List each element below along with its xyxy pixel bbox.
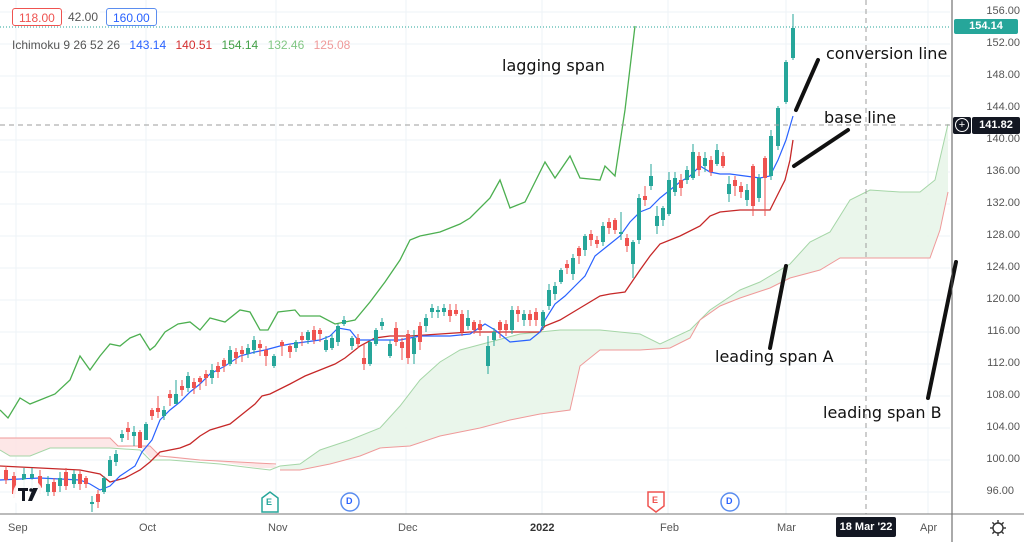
event-label-e2: E [652, 495, 659, 505]
tradingview-logo[interactable] [13, 479, 43, 509]
annotation-pointers [768, 58, 958, 400]
leading-span-b-early [0, 437, 277, 465]
annotation-conversion-line: conversion line [826, 44, 948, 63]
price-tick: 108.00 [986, 389, 1020, 401]
leading-span-a-line [279, 123, 949, 467]
base-value: 140.51 [175, 38, 213, 52]
price-tick: 140.00 [986, 133, 1020, 145]
candlesticks [4, 14, 795, 512]
time-label-oct: Oct [139, 522, 157, 534]
crosshair-date-tag: 18 Mar '22 [836, 517, 896, 537]
event-marker-dividend-feb[interactable] [720, 492, 740, 512]
price-tick: 96.00 [986, 485, 1014, 497]
annotation-lagging-span: lagging span [502, 56, 605, 75]
annotation-leading-span-a: leading span A [715, 347, 834, 366]
span-b-value: 125.08 [313, 38, 351, 52]
range-high-box[interactable]: 160.00 [106, 8, 157, 26]
span-a-value: 132.46 [267, 38, 305, 52]
range-low-box[interactable]: 118.00 [12, 8, 62, 26]
price-tick: 128.00 [986, 229, 1020, 241]
event-marker-earnings-jan[interactable] [647, 491, 665, 513]
time-label-mar: Mar [777, 522, 796, 534]
lagging-value: 154.14 [221, 38, 259, 52]
last-price-tag: 154.14 [954, 19, 1018, 34]
vertical-gridlines [15, 0, 929, 514]
conversion-value: 143.14 [129, 38, 167, 52]
crosshair-price-tag: 141.82 [972, 117, 1020, 134]
price-tick: 152.00 [986, 37, 1020, 49]
event-label-d2: D [726, 496, 733, 506]
price-tick: 132.00 [986, 197, 1020, 209]
range-mid-value: 42.00 [66, 8, 101, 26]
price-tick: 104.00 [986, 421, 1020, 433]
price-tick: 144.00 [986, 101, 1020, 113]
time-label-dec: Dec [398, 522, 418, 534]
time-label-nov: Nov [268, 522, 288, 534]
time-label-feb: Feb [660, 522, 679, 534]
annotation-leading-span-b: leading span B [823, 403, 942, 422]
event-marker-dividend-nov[interactable] [340, 492, 360, 512]
time-label-sep: Sep [8, 522, 28, 534]
price-tick: 100.00 [986, 453, 1020, 465]
base-line [0, 139, 794, 483]
annotation-base-line: base line [824, 108, 897, 127]
indicator-name: Ichimoku 9 26 52 26 [12, 38, 121, 52]
price-tick: 116.00 [987, 325, 1020, 337]
cloud-bearish-fill [0, 438, 276, 468]
cloud-bullish-fill [280, 124, 948, 470]
plus-circle-icon: + [955, 118, 969, 132]
leading-span-b-line [280, 191, 949, 471]
crosshair-add-button[interactable]: + [953, 117, 971, 134]
price-tick: 124.00 [986, 261, 1020, 273]
leading-span-a-early [0, 447, 281, 471]
lagging-span-line [0, 25, 636, 420]
ichimoku-legend[interactable]: Ichimoku 9 26 52 26 143.14 140.51 154.14… [12, 38, 356, 52]
time-label-apr: Apr [920, 522, 938, 534]
price-tick: 112.00 [987, 357, 1020, 369]
settings-gear-icon[interactable] [990, 520, 1006, 536]
price-tick: 136.00 [986, 165, 1020, 177]
event-marker-earnings-nov[interactable] [261, 491, 279, 513]
price-tick: 156.00 [986, 5, 1020, 17]
price-tick: 148.00 [986, 69, 1020, 81]
time-label-2022: 2022 [530, 522, 555, 534]
event-label-d1: D [346, 496, 353, 506]
event-label-e1: E [266, 497, 273, 507]
price-tick: 120.00 [986, 293, 1020, 305]
